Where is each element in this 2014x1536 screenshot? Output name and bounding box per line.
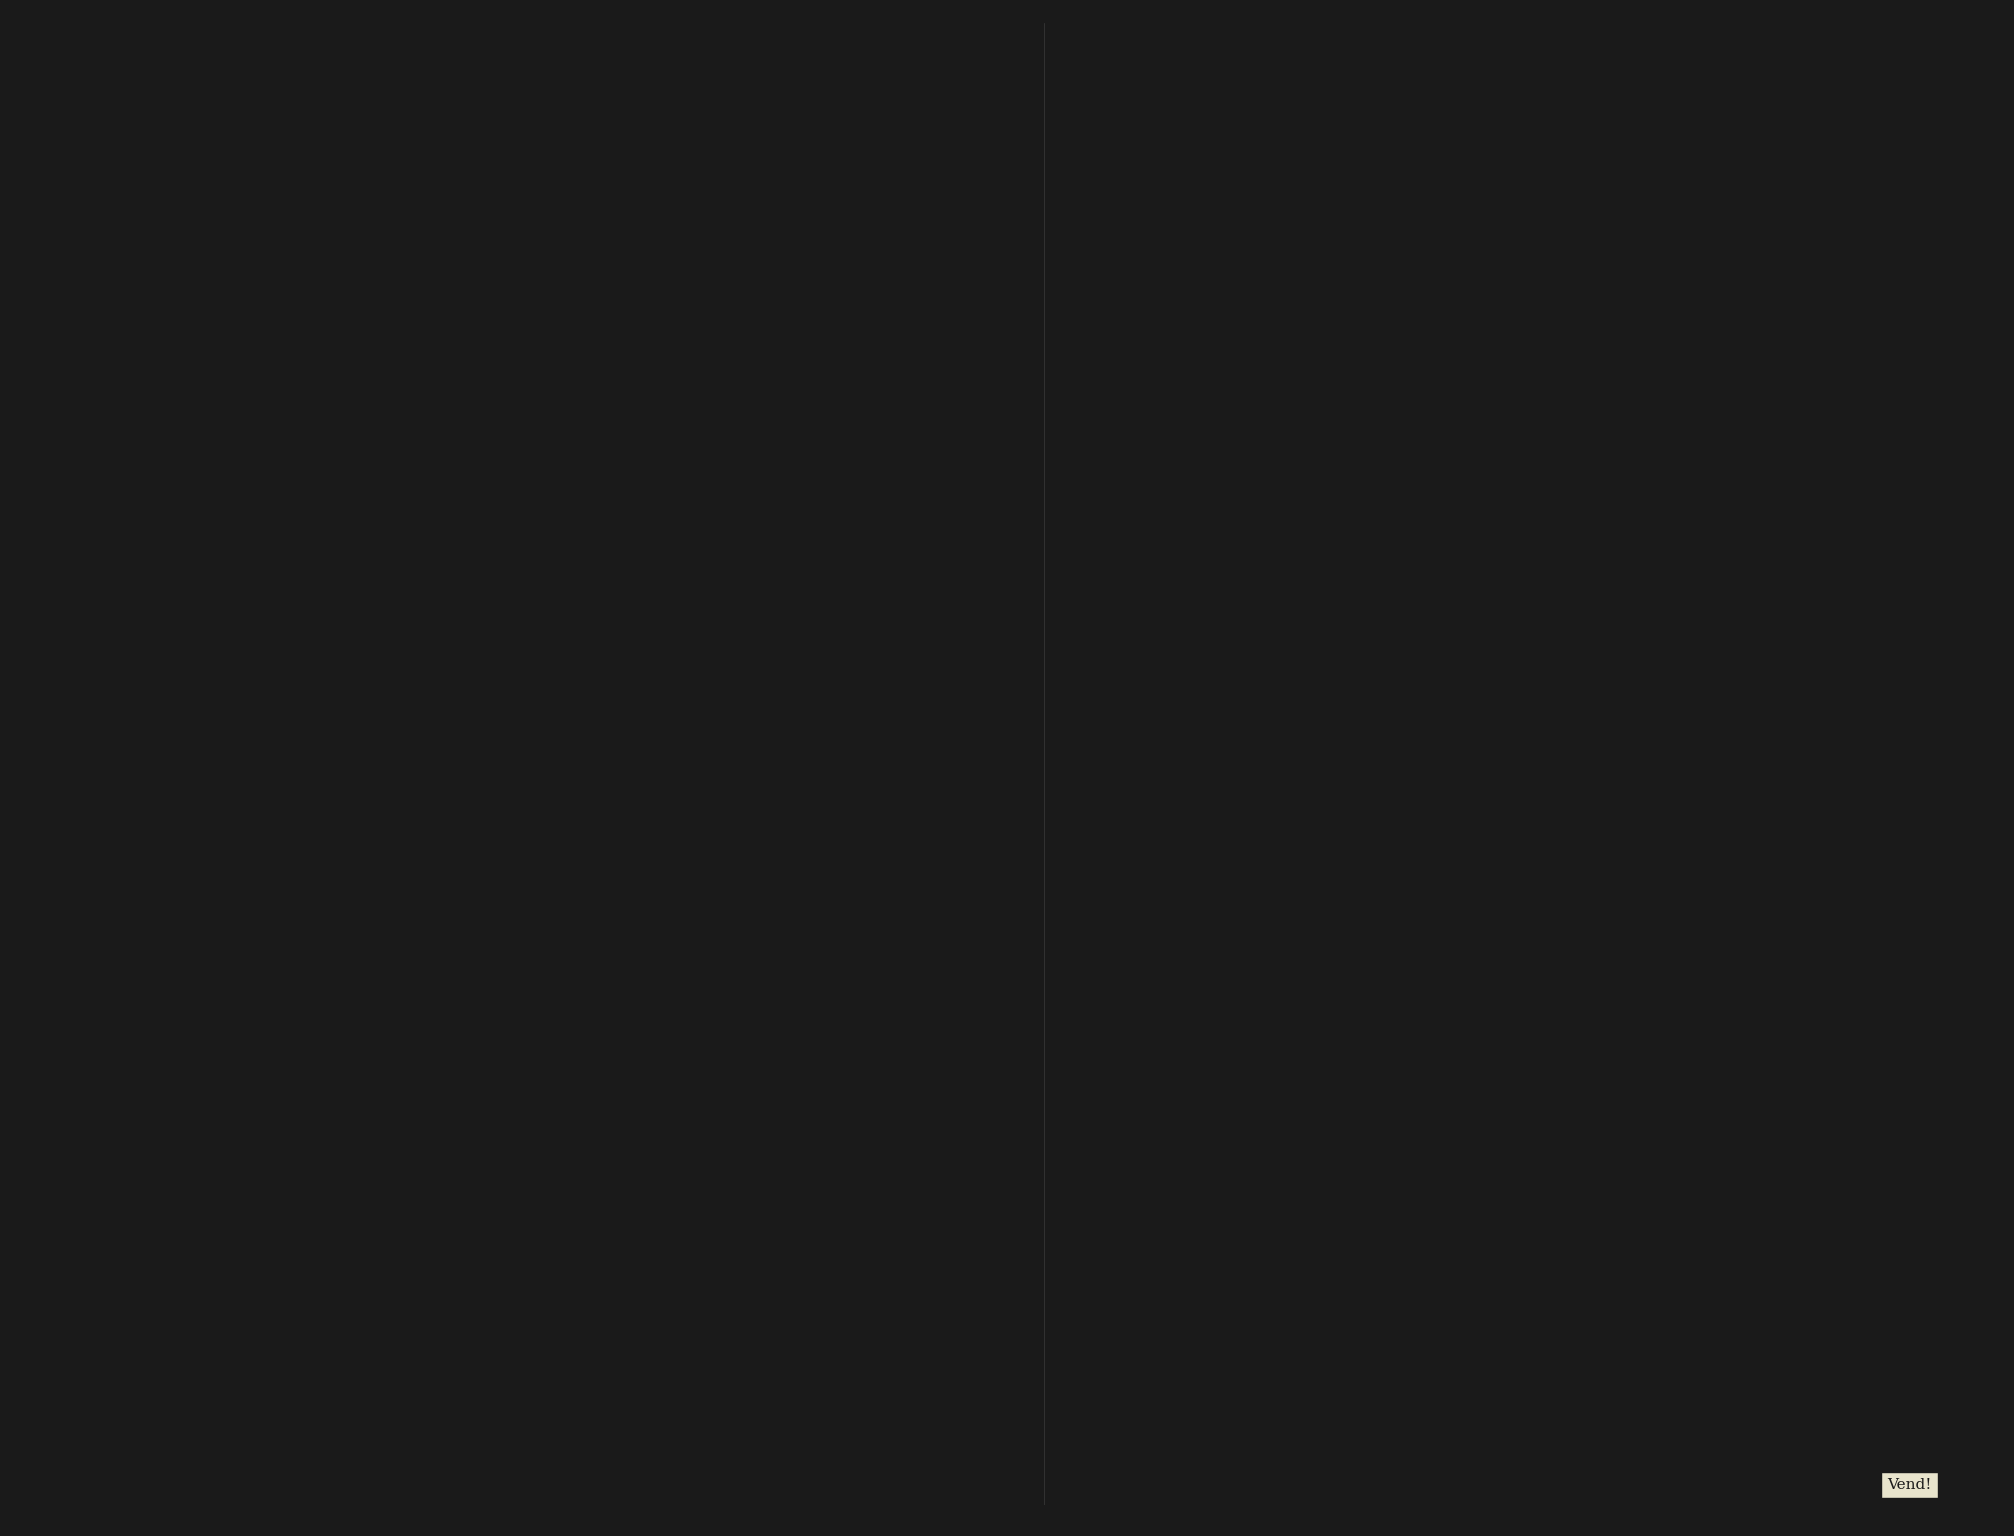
Text: Personer, der
baade vare bo-
satte og opholdt
sig paa Stedet
1 Jan. 1891.: Personer, der baade vare bo- satte og op… [628,214,715,270]
Text: K.: K. [721,359,731,369]
Text: ³) Som Kjælderværelser regnes de, hvis Gulv ligger under den tilstødende Gade el: ³) Som Kjælderværelser regnes de, hvis G… [1071,1015,1551,1026]
Text: M.: M. [1593,326,1607,335]
Text: Schema 1b.: Schema 1b. [1102,65,1190,78]
Text: M.: M. [957,359,973,369]
Text: -: - [528,596,532,610]
Text: Ialt:: Ialt: [107,885,137,899]
Text: Deres Beliggenhed
i Forhus, Side- eller
Mellembygning,
Baghus o. s. v.
samt i hv: Deres Beliggenhed i Forhus, Side- eller … [1204,184,1273,283]
Text: 8.: 8. [107,676,119,690]
Text: Schema 1a,  Familiehusholdninger og ensligt levende Personer.: Schema 1a, Familiehusholdninger og ensli… [264,63,906,80]
Text: 11.: 11. [107,796,127,809]
Text: -: - [528,636,532,650]
Text: 1.: 1. [107,396,119,410]
Text: a.: a. [665,121,677,135]
Text: 1 -: 1 - [524,396,538,410]
Text: 4.: 4. [107,516,119,530]
Text: Vend!: Vend! [1887,1478,1931,1491]
Text: -: - [528,516,532,530]
Text: Tilstedeværende Folkmængde (a + b):  .......... Mænd, .......... Kvinder.: Tilstedeværende Folkmængde (a + b): ....… [99,928,538,942]
Text: Personer, der
kun midler-
tidigt (som
tilreisende
eller
besøgende)
opholdt sig
p: Personer, der kun midler- tidigt (som ti… [824,195,894,287]
Text: For de af Andre Forsørgede maa i Rubrik 10 Forsørgerens Livsstilling
nøiasættigt: For de af Andre Forsørgede maa i Rubrik … [113,1089,530,1120]
Text: 7.: 7. [107,636,119,650]
Text: M.: M. [1718,326,1730,335]
Text: -: - [528,756,532,770]
Text: i
Kjæl-
der
eller
Loft.: i Kjæl- der eller Loft. [1355,252,1400,273]
Text: M.: M. [810,359,824,369]
Text: K.: K. [1658,326,1668,335]
Text: -: - [528,676,532,690]
Text: M.: M. [618,359,632,369]
Text: K.: K. [898,359,910,369]
Text: Har en Person flere væsentlige Erhvervskilder, bør samtlige nøiagtigt
betegnes, : Har en Person flere væsentlige Erhvervsk… [161,1032,576,1061]
Text: c.: c. [975,121,987,135]
Text: -: - [528,476,532,490]
Text: Hjemmehørende Folkmængde (a + c):  .......... Mænd, .......... Kvinder.: Hjemmehørende Folkmængde (a + c): ......… [99,965,536,978]
Text: 3.: 3. [107,476,119,490]
Text: i
Etagerne.: i Etagerne. [1732,204,1778,224]
Text: -: - [528,436,532,450]
Text: 5.: 5. [107,556,119,570]
Text: -: - [528,556,532,570]
Text: 3.  I Schema 3 anføres for hvert Hus samt det til samme hørende Grund-
    stykk: 3. I Schema 3 anføres for hvert Hus samt… [113,1143,550,1189]
Text: paa
Kvist
eller
Loft.: paa Kvist eller Loft. [1865,194,1889,233]
Text: Lignende Opgave meddeles for de ubebyggede Grunde, hvor Udsæd
eller Havedyrkning: Lignende Opgave meddeles for de ubebygge… [161,1233,570,1264]
Text: 2.: 2. [107,436,119,450]
Text: b.: b. [854,121,866,135]
Text: i Kjæl-
der.: i Kjæl- der. [1615,204,1645,224]
Text: Logerende, der ikke spise Middag ved Familiens Bord, her at medregne sammen med: Logerende, der ikke spise Middag ved Fam… [1071,934,1555,945]
Text: -: - [528,796,532,809]
Text: 10.: 10. [107,756,127,770]
Text: Personer, der
vare bosætte
paa Stedet
men 1 Jan.
1891 midler-
tidigt fra-
værend: Personer, der vare bosætte paa Stedet me… [947,201,1017,281]
Text: Antal
Værelser: Antal Værelser [1434,135,1484,157]
Text: ⁴) Ved Kjøkken sættes ½, dersom det er fælles for 2 Familier, samt 0, hvor intet: ⁴) Ved Kjøkken sættes ½, dersom det er f… [1071,1069,1519,1080]
Text: Beboelsesforholdene ¹).: Beboelsesforholdene ¹). [1372,65,1555,78]
Text: -: - [528,716,532,730]
Text: i Kjæl-
der.: i Kjæl- der. [1420,292,1446,310]
Text: i Etagerne.: i Etagerne. [1460,209,1515,218]
Text: 9.: 9. [107,716,119,730]
Text: 6.: 6. [107,596,119,610]
Text: K.: K. [993,359,1005,369]
Text: vedkommende Familie.: vedkommende Familie. [1071,962,1202,971]
Text: 12.: 12. [107,836,127,849]
Text: Antal beboede
Bekvæm-
ligheder.: Antal beboede Bekvæm- ligheder. [1084,573,1114,639]
Text: Person-
sedler-
nes
Numer.: Person- sedler- nes Numer. [510,204,552,257]
Text: ²) Beboelseskjælder og Kvist regnes ikke som Etager.: ²) Beboelseskjælder og Kvist regnes ikke… [1071,988,1372,998]
Text: Anm.  Om Extrahusholdninger henvises til Instruktionen for Tællerne.: Anm. Om Extrahusholdninger henvises til … [296,92,741,104]
Text: i samme Linie som de paa modstaaende Side meddelte Oplysninger for Beboerne. Dog: i samme Linie som de paa modstaaende Sid… [1071,906,1591,917]
Text: Kjøkken hører til Bekvæmmeligheden.: Kjøkken hører til Bekvæmmeligheden. [1071,1097,1289,1106]
Text: -: - [528,836,532,849]
Text: Grund.: Grund. [1071,1041,1112,1052]
Text: ¹) Ved Udfyldning af denne Del af Schemaet iagttages, at Oplysningerne meddeles: ¹) Ved Udfyldning af denne Del af Schema… [1071,880,1535,891]
Text: paa
Kvist
eller
Loft.: paa Kvist eller Loft. [1529,283,1551,319]
Text: Husfaderens eller Husmode-
rens samt de ensligt levende
Personers Navne.: Husfaderens eller Husmode- rens samt de … [191,206,383,255]
Text: K.: K. [1780,326,1790,335]
Text: M.: M. [1841,326,1853,335]
Text: Antal
Kjøk-
kener⁴): Antal Kjøk- kener⁴) [1470,287,1500,315]
Text: K.: K. [1901,326,1911,335]
Text: Antal tilstedeværende Personer
(a + b), der havde sit
Natteophold: Antal tilstedeværende Personer (a + b), … [1664,129,1843,164]
